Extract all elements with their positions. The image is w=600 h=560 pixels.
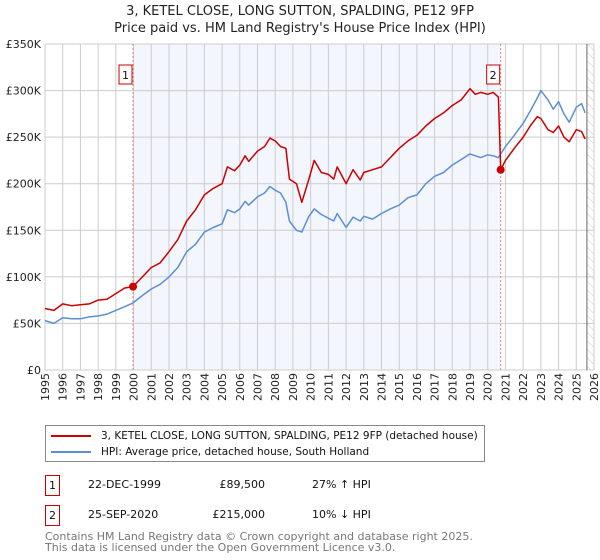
x-tick-label: 1998 [92,373,105,401]
shaded-period [133,44,501,370]
sale-hpi-diff: 10% ↓ HPI [312,508,371,521]
footer-copyright: Contains HM Land Registry data © Crown c… [45,530,473,543]
y-tick-label: £200K [6,178,42,191]
sale-price: £215,000 [212,508,266,521]
chart-plot: 1995 1996 1997 1998 1999 2000 2001 2002 2003 2004… [6,38,600,401]
y-tick-label: £350K [6,38,42,51]
x-tick-label: 2013 [358,373,371,401]
x-tick-label: 2006 [234,373,247,401]
forecast-hatch [586,44,594,370]
x-tick-label: 2021 [499,373,512,401]
legend-item-hpi: HPI: Average price, detached house, Sout… [51,444,369,460]
x-tick-label: 1996 [57,373,70,401]
sale-hpi-diff: 27% ↑ HPI [312,478,371,491]
legend-swatch-blue [51,451,91,453]
sale-label: 1 [122,69,129,82]
x-tick-label: 2025 [570,373,583,401]
x-tick-label: 2020 [482,373,495,401]
sale-date: 25-SEP-2020 [88,508,159,521]
x-tick-label: 2011 [322,373,335,401]
x-tick-label: 2005 [216,373,229,401]
y-tick-label: £250K [6,131,42,144]
x-tick-label: 2007 [252,373,265,401]
x-tick-label: 2010 [305,373,318,401]
x-tick-label: 2026 [588,373,600,401]
x-tick-label: 2024 [553,373,566,401]
x-tick-label: 2023 [535,373,548,401]
x-tick-label: 1999 [110,373,123,401]
x-tick-label: 2009 [287,373,300,401]
footer-licence: This data is licensed under the Open Gov… [45,541,396,554]
x-tick-label: 2003 [181,373,194,401]
x-tick-label: 2008 [269,373,282,401]
legend-swatch-red [51,435,91,437]
legend-item-property: 3, KETEL CLOSE, LONG SUTTON, SPALDING, P… [51,428,478,444]
legend-label-property: 3, KETEL CLOSE, LONG SUTTON, SPALDING, P… [101,430,478,442]
x-tick-label: 2014 [375,373,388,401]
x-tick-label: 1997 [74,373,87,401]
sale-price: £89,500 [219,478,266,491]
x-tick-label: 2002 [163,373,176,401]
x-tick-label: 2000 [128,373,141,401]
x-tick-label: 2017 [429,373,442,401]
x-tick-label: 2001 [145,373,158,401]
x-tick-label: 1995 [39,373,52,401]
legend-label-hpi: HPI: Average price, detached house, Sout… [101,446,370,458]
x-tick-label: 2022 [517,373,530,401]
sale-point [129,282,138,291]
chart-subtitle: Price paid vs. HM Land Registry's House … [114,21,486,36]
sale-label-box [118,64,133,85]
y-tick-label: £150K [6,224,42,237]
x-tick-label: 2015 [393,373,406,401]
chart-legend: 3, KETEL CLOSE, LONG SUTTON, SPALDING, P… [45,425,485,462]
chart-title: 3, KETEL CLOSE, LONG SUTTON, SPALDING, P… [126,4,474,19]
y-tick-label: £0 [27,364,41,377]
sale-point [496,165,505,174]
x-tick-label: 2018 [446,373,459,401]
x-tick-label: 2016 [411,373,424,401]
sale-label-box [486,64,501,85]
sale-badge: 2 [45,505,60,526]
x-tick-label: 2019 [464,373,477,401]
y-tick-label: £100K [6,271,42,284]
y-tick-label: £50K [13,317,42,330]
x-tick-label: 2012 [340,373,353,401]
hpi-line [44,89,586,325]
y-tick-label: £300K [6,85,42,98]
sale-label: 2 [490,69,497,82]
sale-badge: 1 [45,475,60,496]
sale-date: 22-DEC-1999 [88,478,162,491]
x-tick-label: 2004 [198,373,211,401]
property-price-line [44,87,586,312]
